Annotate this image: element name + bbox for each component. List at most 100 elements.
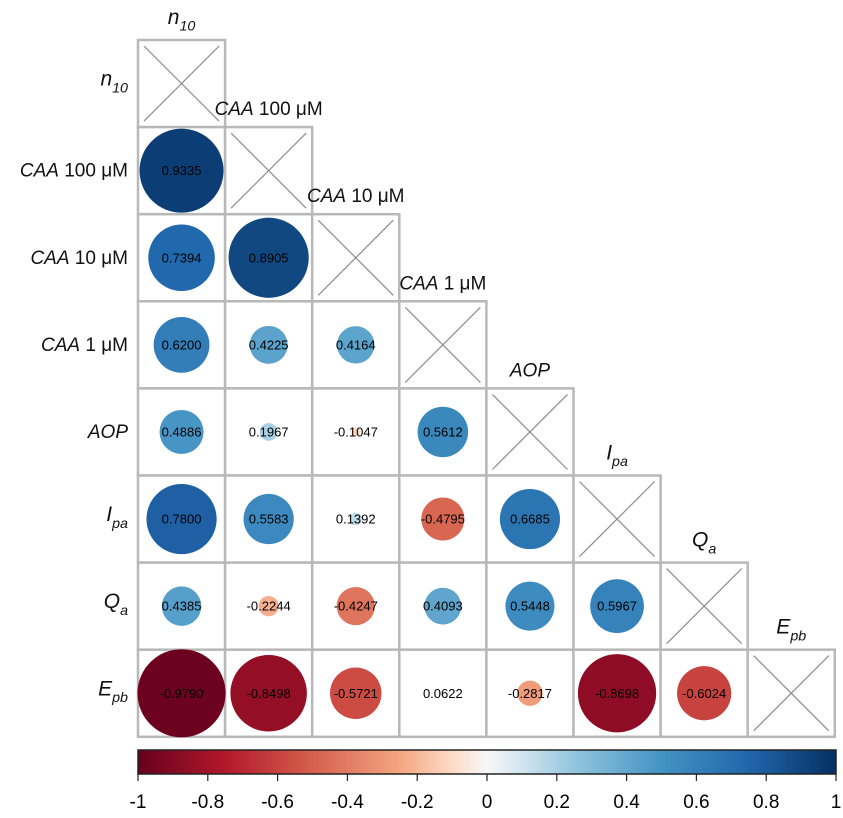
correlation-circle [137,649,226,738]
column-label: Epb [776,616,806,645]
diagonal-cross-icon [230,132,307,209]
colorbar-tick-label: 0.6 [683,792,709,813]
correlation-value-label: 0.9335 [162,163,202,178]
diagonal-cross-icon [666,568,743,645]
diagonal-cross-icon [404,306,481,383]
colorbar-tick-label: -0.6 [261,792,294,813]
correlation-circle [249,325,288,364]
correlation-circle [146,483,217,555]
colorbar-tick-label: -0.8 [191,792,224,813]
correlation-value-label: 0.6200 [162,337,202,352]
colorbar-tick-label: 0.8 [753,792,779,813]
diagonal-cross-icon [753,655,830,732]
row-label: Ipa [106,503,128,532]
correlation-value-label: 0.1967 [249,424,289,439]
correlation-value-label: 0.7394 [162,250,202,265]
column-label: AOP [509,360,550,381]
grid-cell-4-3 [398,387,488,477]
correlation-value-label: 0.4385 [162,599,202,614]
diagonal-cross-icon [579,481,656,558]
correlation-value-label: -0.6024 [682,686,726,701]
grid-layer [136,38,837,739]
colorbar-tick-label: 0.2 [544,792,570,813]
correlation-circle [417,406,469,458]
diagonal-cross-icon [143,45,220,122]
correlation-circle [230,655,307,732]
column-label: CAA 1 μM [399,273,486,294]
colorbar: -1 -0.8 -0.6 -0.4 -0.2 0 0.2 0.4 0.6 0.8 1 [130,749,842,813]
row-label: Epb [98,677,128,706]
row-label: Qa [104,590,128,619]
correlation-circle [517,680,543,706]
correlation-value-label: 0.4225 [249,337,289,352]
correlation-circle [243,493,294,545]
correlation-circle [228,217,309,298]
colorbar-tick-label: 1 [831,792,842,813]
correlation-value-label: -0.5721 [334,686,378,701]
colorbar-tick-label: -1 [130,792,147,813]
grid-cell-7-2 [310,648,401,739]
correlation-value-label: 0.0622 [423,686,463,701]
correlation-value-label: 0.5583 [249,512,289,527]
correlation-value-label: -0.8698 [595,686,639,701]
correlation-circle [577,654,657,733]
correlation-circle [153,316,210,373]
correlation-value-label: 0.4886 [162,424,202,439]
colorbar-tick-label: -0.2 [401,792,434,813]
marks-layer: 0.9335 0.7394 0.8905 0.6200 0.4225 0.4164 0.48… [137,128,732,738]
row-label: AOP [87,422,128,443]
correlation-value-label: -0.4795 [421,512,465,527]
correlation-circle [139,128,224,213]
row-label: CAA 1 μM [41,335,128,356]
row-label: CAA 100 μM [20,161,128,182]
column-label: CAA 10 μM [307,186,405,207]
correlation-value-label: 0.5967 [597,599,637,614]
correlation-circle [349,512,363,526]
colorbar-tick-label: 0.4 [613,792,640,813]
correlation-circle [421,497,465,541]
correlation-circle [161,586,202,626]
colorbar-tick-label: -0.4 [331,792,364,813]
correlation-value-label: 0.8905 [249,250,289,265]
row-label: n10 [100,68,128,97]
diagonal-cross-icon [491,393,568,470]
correlation-value-label: -0.9790 [160,686,204,701]
diagonal-cross-icon [317,219,394,296]
correlation-circle [590,579,644,634]
correlation-value-label: 0.1392 [336,512,376,527]
correlation-value-label: -0.4247 [334,599,378,614]
correlation-circle [499,488,561,550]
correlation-circle [159,409,204,454]
correlation-circle [259,423,278,441]
correlation-circle [148,224,215,292]
correlation-value-label: -0.1047 [334,424,378,439]
correlation-circle [440,690,446,697]
correlation-circle [424,587,462,625]
correlation-value-label: -0.8498 [247,686,291,701]
correlation-value-label: 0.5448 [510,599,550,614]
column-label: CAA 100 μM [215,99,323,120]
correlation-value-label: -0.2244 [247,599,291,614]
row-label: CAA 10 μM [30,248,128,269]
correlation-circle [677,666,732,721]
correlation-circle [330,667,382,719]
correlation-value-label: 0.4093 [423,599,463,614]
grid-cell-6-5 [572,561,662,651]
correlation-value-label: 0.6685 [510,512,550,527]
correlation-value-label: 0.4164 [336,337,376,352]
column-label: Ipa [606,442,628,471]
correlation-value-label: -0.2817 [508,686,552,701]
colorbar-bar [137,749,837,775]
labels-layer: n10 CAA 100 μM CAA 10 μM CAA 1 μM AOP Ipa Qa Ep… [20,6,806,706]
correlation-circle [336,587,375,626]
colorbar-tick-label: 0 [482,792,493,813]
correlation-value-label: 0.7800 [162,512,202,527]
column-label: n10 [168,6,196,35]
correlation-circle [505,581,555,631]
correlation-circle [258,596,279,617]
correlation-circle [351,427,361,437]
column-label: Qa [692,529,716,558]
correlation-circle [337,326,375,364]
correlation-value-label: 0.5612 [423,424,463,439]
